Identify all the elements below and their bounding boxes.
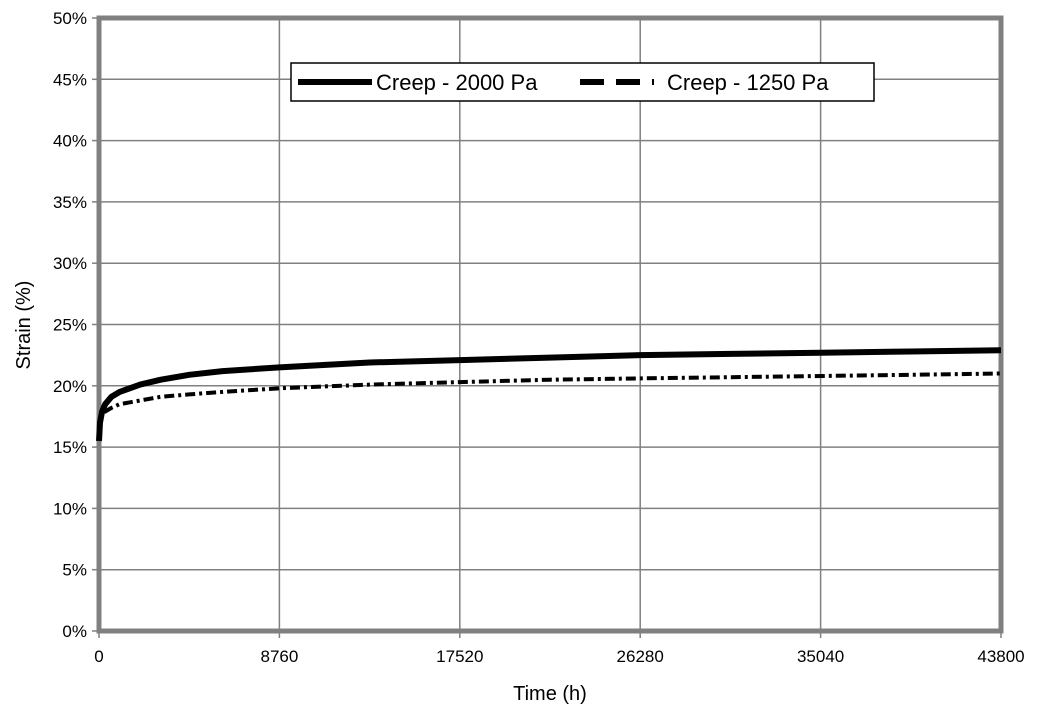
grid-lines (92, 17, 1002, 638)
series-layer (96, 347, 1002, 442)
x-axis-title: Time (h) (513, 683, 587, 705)
y-tick-label: 45% (53, 70, 87, 89)
y-tick-label: 0% (62, 622, 87, 641)
x-tick-label: 26280 (617, 647, 664, 666)
legend: Creep - 2000 Pa Creep - 1250 Pa (290, 62, 875, 102)
y-tick-labels: 0% 5% 10% 15% 20% 25% 30% 35% 40% 45% 50% (53, 9, 87, 641)
y-tick-label: 35% (53, 193, 87, 212)
series-line-0 (96, 347, 1002, 442)
y-tick-label: 20% (53, 377, 87, 396)
y-tick-label: 10% (53, 499, 87, 518)
plot-frame (96, 15, 1004, 634)
legend-label-series-1: Creep - 1250 Pa (667, 70, 829, 95)
y-tick-label: 30% (53, 254, 87, 273)
x-tick-labels: 0 8760 17520 26280 35040 43800 (94, 647, 1024, 666)
y-tick-label: 50% (53, 9, 87, 28)
series-line-1 (97, 371, 1002, 433)
y-axis-title: Strain (%) (13, 281, 35, 370)
y-tick-label: 5% (62, 561, 87, 580)
x-tick-label: 0 (94, 647, 103, 666)
y-tick-label: 40% (53, 132, 87, 151)
x-tick-label: 43800 (977, 647, 1024, 666)
legend-label-series-0: Creep - 2000 Pa (376, 70, 538, 95)
x-tick-label: 17520 (436, 647, 483, 666)
x-tick-label: 35040 (797, 647, 844, 666)
y-tick-label: 25% (53, 316, 87, 335)
y-tick-label: 15% (53, 438, 87, 457)
x-tick-label: 8760 (260, 647, 298, 666)
